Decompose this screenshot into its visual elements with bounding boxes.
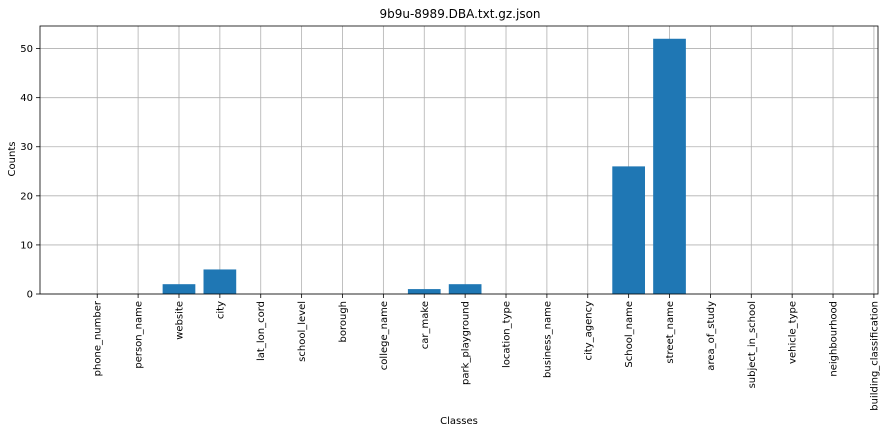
bar-street_name [653,38,686,295]
y-tick-label: 20 [20,191,33,202]
bar-city [203,269,237,294]
bar-School_name [612,166,645,294]
chart-title: 9b9u-8989.DBA.txt.gz.json [379,7,540,21]
x-tick-label: car_make [420,301,431,349]
x-tick-label: city_agency [583,301,594,361]
x-tick-label: city [215,301,226,319]
x-tick-label: location_type [502,301,513,368]
bars [162,38,686,295]
x-tick-label: phone_number [93,300,104,376]
tick-labels: 0 10 20 30 40 50 phone_number person_name websit… [20,44,880,411]
x-tick-label: area_of_study [706,301,717,371]
x-tick-label: business_name [542,301,553,378]
x-tick-label: school_level [297,301,308,362]
axes [36,25,879,298]
x-tick-label: subject_in_school [747,301,758,388]
x-tick-label: person_name [134,301,145,369]
x-tick-label: borough [338,301,349,343]
y-tick-label: 10 [20,240,33,251]
x-tick-label: street_name [665,301,676,364]
bar-website [162,284,196,294]
y-tick-label: 30 [20,142,33,153]
y-tick-label: 50 [20,44,33,55]
x-tick-label: park_playground [461,301,472,385]
bar-park_playground [448,284,482,294]
y-axis-label: Counts [7,142,18,177]
x-tick-label: building_classification [869,301,880,411]
y-tick-label: 0 [27,290,33,301]
bar-car_make [407,289,441,294]
x-tick-label: neighbourhood [829,301,840,377]
x-tick-label: vehicle_type [788,301,799,364]
x-tick-label: lat_lon_cord [256,301,267,361]
plot-frame [39,25,879,295]
x-axis-label: Classes [440,416,478,427]
x-tick-label: website [174,301,185,340]
y-tick-label: 40 [20,93,33,104]
x-tick-label: School_name [624,301,635,368]
x-tick-label: college_name [379,301,390,370]
